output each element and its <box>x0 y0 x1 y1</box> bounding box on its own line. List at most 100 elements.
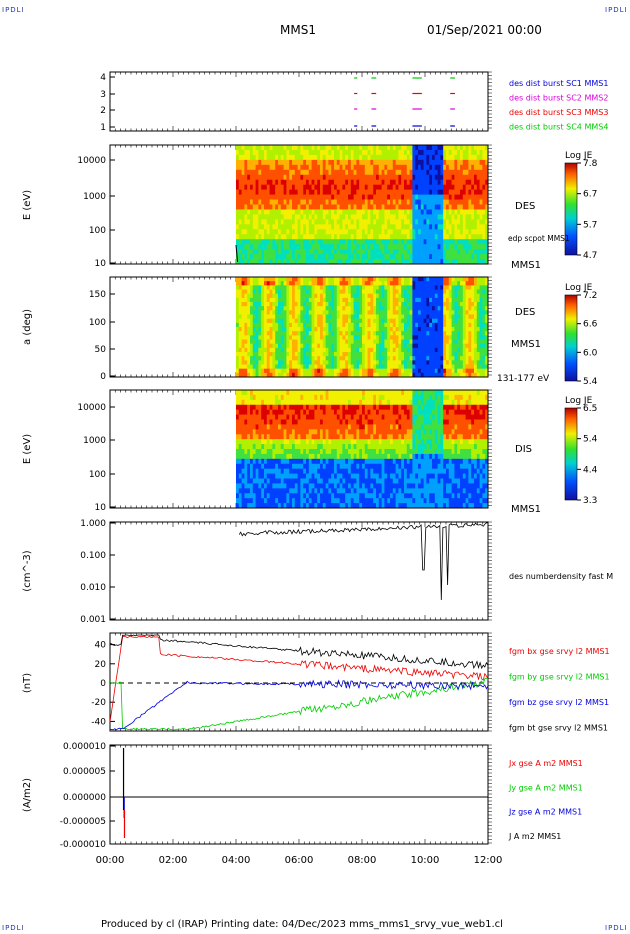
heatmap-cell <box>342 297 346 303</box>
heatmap-cell <box>406 352 410 357</box>
heatmap-cell <box>314 249 318 255</box>
heatmap-cell <box>451 234 455 240</box>
heatmap-cell <box>247 372 251 378</box>
heatmap-cell <box>348 229 352 235</box>
heatmap-cell <box>275 297 279 303</box>
heatmap-cell <box>283 281 287 286</box>
heatmap-cell <box>325 302 329 307</box>
heatmap-cell <box>306 356 310 361</box>
heatmap-cell <box>454 164 458 171</box>
heatmap-cell <box>378 159 382 166</box>
heatmap-cell <box>278 189 282 195</box>
heatmap-cell <box>406 302 410 307</box>
heatmap-cell <box>342 199 346 205</box>
heatmap-cell <box>390 368 394 374</box>
heatmap-cell <box>485 239 489 245</box>
heatmap-cell <box>412 169 416 176</box>
heatmap-cell <box>448 234 452 240</box>
heatmap-cell <box>440 259 444 265</box>
heatmap-cell <box>404 343 408 349</box>
heatmap-cell <box>474 174 478 181</box>
heatmap-cell <box>255 229 259 235</box>
heatmap-cell <box>376 306 380 311</box>
heatmap-cell <box>390 259 394 265</box>
heatmap-cell <box>395 293 399 299</box>
heatmap-cell <box>331 318 335 324</box>
heatmap-cell <box>314 159 318 166</box>
heatmap-cell <box>359 194 363 200</box>
heatmap-cell <box>392 306 396 311</box>
heatmap-cell <box>426 174 430 181</box>
heatmap-cell <box>322 297 326 303</box>
heatmap-cell <box>378 352 382 357</box>
heatmap-cell <box>272 297 276 303</box>
heatmap-cell <box>485 159 489 166</box>
heatmap-cell <box>392 219 396 225</box>
heatmap-cell <box>275 364 279 370</box>
heatmap-cell <box>328 368 332 374</box>
heatmap-cell <box>429 229 433 235</box>
heatmap-cell <box>320 224 324 230</box>
heatmap-cell <box>300 281 304 286</box>
heatmap-cell <box>418 159 422 166</box>
heatmap-cell <box>404 184 408 191</box>
heatmap-cell <box>334 239 338 245</box>
heatmap-cell <box>367 285 371 290</box>
heatmap-cell <box>362 310 366 315</box>
heatmap-cell <box>339 364 343 370</box>
heatmap-cell <box>412 219 416 225</box>
heatmap-cell <box>446 224 450 230</box>
heatmap-cell <box>266 154 270 161</box>
heatmap-cell <box>420 259 424 265</box>
heatmap-cell <box>336 254 340 260</box>
heatmap-cell <box>328 164 332 171</box>
heatmap-cell <box>244 302 248 307</box>
heatmap-cell <box>378 154 382 161</box>
heatmap-cell <box>342 259 346 265</box>
heatmap-cell <box>250 174 254 181</box>
heatmap-cell <box>236 145 240 151</box>
heatmap-cell <box>289 204 293 210</box>
heatmap-cell <box>356 254 360 260</box>
heatmap-cell <box>258 302 262 307</box>
heatmap-cell <box>429 164 433 171</box>
heatmap-cell <box>297 314 301 320</box>
heatmap-cell <box>401 306 405 311</box>
heatmap-cell <box>280 277 284 282</box>
heatmap-cell <box>353 372 357 378</box>
heatmap-cell <box>283 149 287 156</box>
heatmap-cell <box>432 204 436 210</box>
heatmap-cell <box>250 209 254 215</box>
heatmap-cell <box>373 327 377 332</box>
heatmap-cell <box>292 259 296 265</box>
heatmap-cell <box>300 204 304 210</box>
heatmap-cell <box>457 179 461 186</box>
heatmap-cell <box>404 310 408 315</box>
heatmap-cell <box>406 189 410 195</box>
heatmap-cell <box>376 356 380 361</box>
heatmap-cell <box>451 159 455 166</box>
heatmap-cell <box>300 368 304 374</box>
heatmap-cell <box>334 310 338 315</box>
heatmap-cell <box>406 204 410 210</box>
heatmap-cell <box>454 184 458 191</box>
heatmap-cell <box>331 343 335 349</box>
heatmap-cell <box>395 234 399 240</box>
heatmap-cell <box>308 289 312 295</box>
heatmap-cell <box>378 327 382 332</box>
heatmap-cell <box>387 297 391 303</box>
heatmap-cell <box>362 372 366 378</box>
heatmap-cell <box>412 302 416 307</box>
heatmap-cell <box>468 189 472 195</box>
heatmap-cell <box>387 224 391 230</box>
heatmap-cell <box>381 360 385 365</box>
heatmap-cell <box>238 194 242 200</box>
heatmap-cell <box>244 335 248 340</box>
heatmap-cell <box>446 259 450 265</box>
heatmap-cell <box>420 249 424 255</box>
heatmap-cell <box>392 154 396 161</box>
heatmap-cell <box>378 277 382 282</box>
heatmap-cell <box>479 239 483 245</box>
heatmap-cell <box>266 219 270 225</box>
heatmap-cell <box>446 204 450 210</box>
